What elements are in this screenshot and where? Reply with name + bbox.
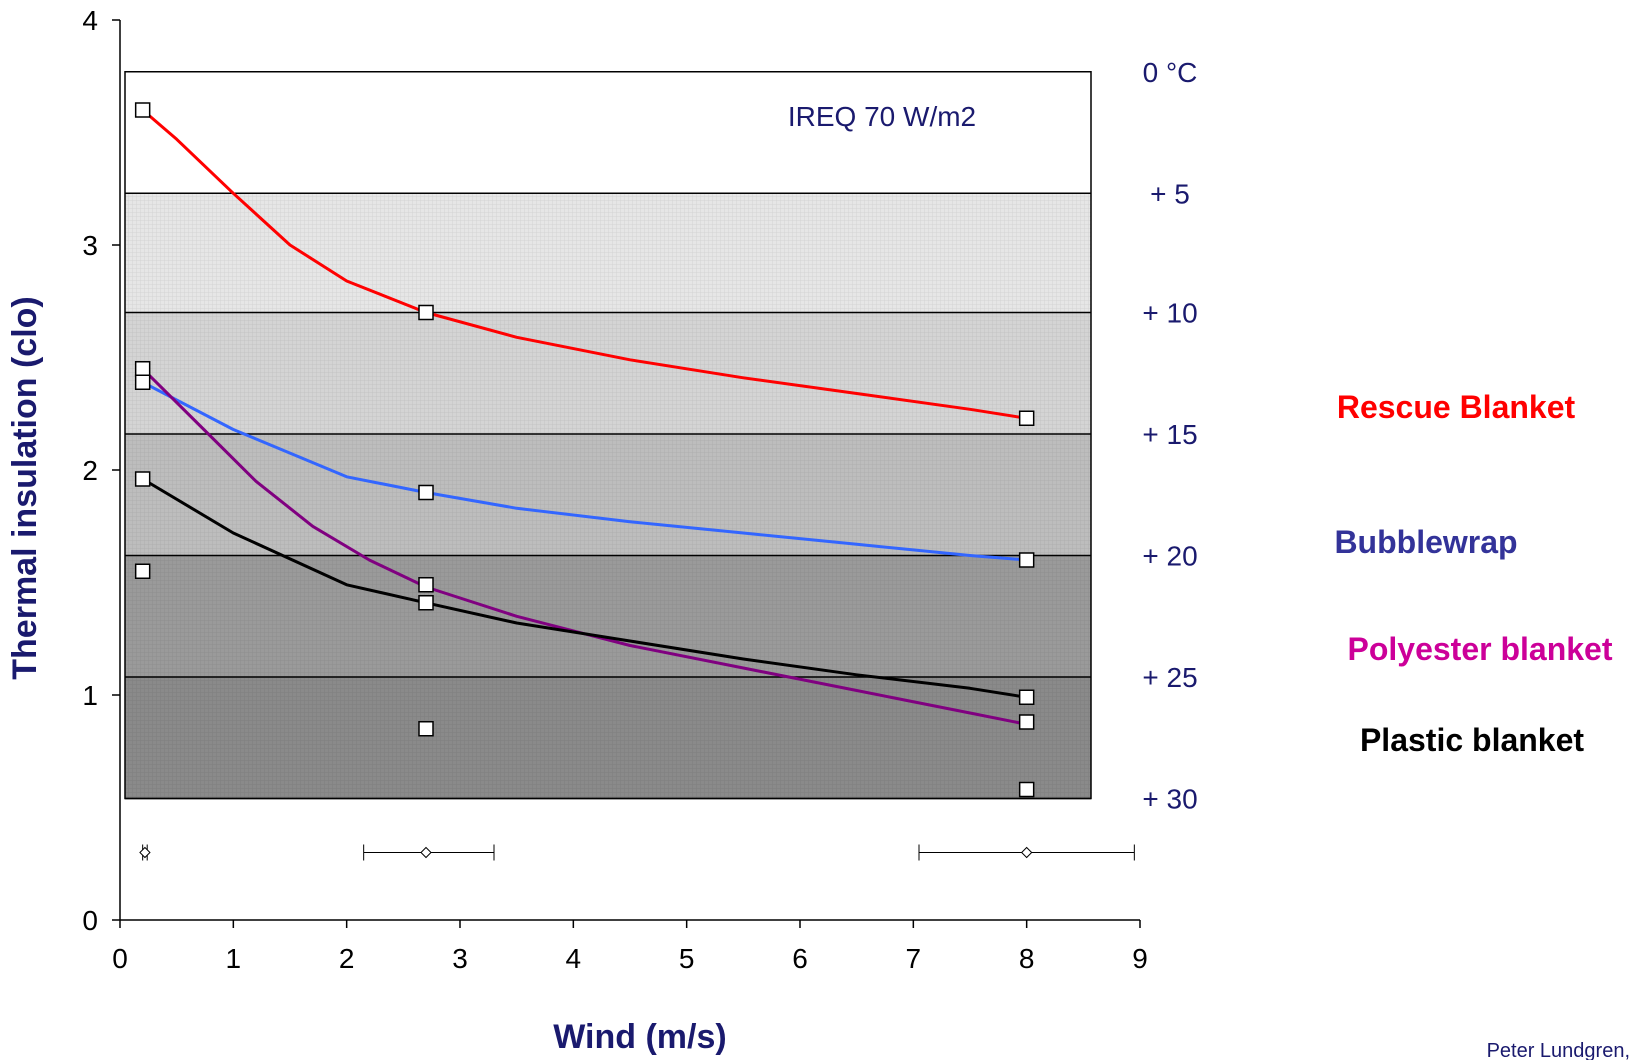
temperature-label: + 15 (1142, 419, 1197, 450)
data-point-marker (134, 102, 151, 118)
data-point-marker (1018, 552, 1035, 568)
band-frame (124, 71, 1092, 800)
data-point-marker (418, 595, 434, 611)
x-tick-label: 6 (792, 943, 808, 974)
series-lines (141, 108, 1029, 726)
series-line-bubblewrap (141, 380, 1029, 562)
temperature-bands: 0 °C + 5 + 10 + 15 + 20 + 25 + 30 (124, 57, 1198, 815)
temperature-label: + 30 (1142, 784, 1197, 815)
temperature-label: + 10 (1142, 298, 1197, 329)
x-axis-title: Wind (m/s) (553, 1018, 726, 1056)
data-point-marker (134, 471, 151, 487)
y-tick-label: 2 (82, 455, 98, 486)
ireq-annotation: IREQ 70 W/m2 (788, 101, 976, 132)
band-texture (125, 555, 1091, 677)
y-tick-label: 4 (82, 5, 98, 36)
data-point-marker (418, 721, 434, 737)
wind-error-bars (139, 844, 1135, 861)
temperature-label: + 20 (1142, 541, 1197, 572)
y-tick-label: 3 (82, 230, 98, 261)
credit-text: Peter Lundgren, (1487, 1040, 1630, 1060)
data-point-marker (1018, 714, 1035, 730)
legend-plastic-blanket: Plastic blanket (1360, 722, 1584, 758)
temperature-band (125, 71, 1091, 194)
data-point-marker (134, 361, 151, 377)
data-point-marker (418, 577, 434, 593)
x-tick-label: 5 (679, 943, 695, 974)
x-tick-label: 0 (112, 943, 128, 974)
band-texture (125, 193, 1091, 313)
x-tick-label: 2 (339, 943, 355, 974)
band-texture (125, 312, 1091, 434)
band-texture (125, 677, 1091, 799)
x-tick-label: 9 (1132, 943, 1148, 974)
legend-polyester-blanket: Polyester blanket (1348, 631, 1613, 667)
series-line-polyester-blanket (141, 367, 1029, 726)
series-line-plastic-blanket (141, 477, 1029, 699)
temperature-label: 0 °C (1143, 57, 1198, 88)
y-tick-label: 0 (82, 905, 98, 936)
data-point-marker (1018, 410, 1035, 426)
data-point-marker (134, 374, 151, 390)
data-point-marker (1018, 781, 1035, 798)
data-markers (134, 102, 1035, 798)
error-bar-diamond (139, 846, 151, 859)
data-point-marker (1018, 689, 1035, 705)
data-point-marker (418, 304, 434, 321)
temperature-label: + 25 (1142, 662, 1197, 693)
axes: 0 1 2 3 4 5 6 7 8 9 0 1 2 3 4 (82, 5, 1147, 974)
x-tick-label: 8 (1019, 943, 1035, 974)
error-bar-diamond (420, 846, 432, 859)
x-tick-label: 7 (906, 943, 922, 974)
x-tick-label: 1 (226, 943, 242, 974)
series-line-rescue-blanket (141, 108, 1029, 420)
x-tick-label: 4 (566, 943, 582, 974)
error-bar-diamond (1020, 846, 1033, 859)
y-tick-label: 1 (82, 680, 98, 711)
data-point-marker (134, 563, 151, 579)
x-tick-label: 3 (452, 943, 468, 974)
legend-rescue-blanket: Rescue Blanket (1337, 389, 1576, 425)
legend-bubblewrap: Bubblewrap (1334, 524, 1517, 560)
band-texture (125, 434, 1091, 556)
data-point-marker (418, 484, 434, 501)
y-axis-title: Thermal insulation (clo) (6, 296, 44, 679)
temperature-label: + 5 (1150, 178, 1190, 209)
